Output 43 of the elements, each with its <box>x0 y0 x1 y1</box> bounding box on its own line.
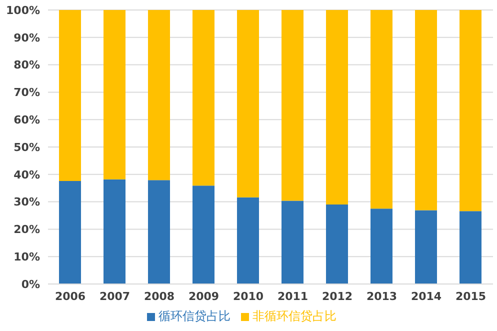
bar <box>192 186 214 284</box>
y-tick-label: 70% <box>14 86 40 100</box>
bar <box>282 10 304 201</box>
bar <box>148 180 170 284</box>
x-tick-label: 2011 <box>277 290 308 303</box>
y-tick-label: 60% <box>14 114 40 127</box>
y-tick-label: 20% <box>14 223 40 236</box>
y-tick-label: 80% <box>14 58 40 72</box>
y-tick-label: 90% <box>14 31 40 44</box>
bar <box>370 208 392 284</box>
bar <box>282 200 304 284</box>
bar <box>415 10 437 210</box>
bar <box>59 10 81 181</box>
bar <box>104 10 126 180</box>
x-tick-label: 2013 <box>366 290 398 303</box>
x-tick-label: 2010 <box>232 290 264 303</box>
bar <box>237 10 259 198</box>
legend-label: 非循环信贷占比 <box>252 309 336 323</box>
x-tick-label: 2015 <box>455 290 486 303</box>
bar <box>192 10 214 186</box>
legend-label: 循环信贷占比 <box>158 309 230 323</box>
y-tick-label: 40% <box>14 168 40 182</box>
y-tick-label: 10% <box>14 250 40 264</box>
bar <box>59 180 81 284</box>
x-tick-label: 2007 <box>99 290 130 303</box>
x-tick-label: 2008 <box>144 290 175 303</box>
bar <box>460 211 482 284</box>
bar <box>415 210 437 284</box>
bar <box>326 204 348 284</box>
bar <box>460 10 482 212</box>
y-tick-label: 100% <box>6 4 40 17</box>
bar <box>104 179 126 284</box>
x-tick-label: 2006 <box>54 290 86 303</box>
y-tick-label: 30% <box>14 196 40 209</box>
y-tick-label: 0% <box>21 278 40 291</box>
bar <box>237 197 259 284</box>
bar <box>148 10 170 180</box>
x-tick-label: 2009 <box>188 290 220 303</box>
y-tick-label: 50% <box>14 140 40 154</box>
x-tick-label: 2012 <box>322 290 353 303</box>
bar <box>370 10 392 209</box>
bar <box>326 10 348 205</box>
x-tick-label: 2014 <box>410 290 442 303</box>
